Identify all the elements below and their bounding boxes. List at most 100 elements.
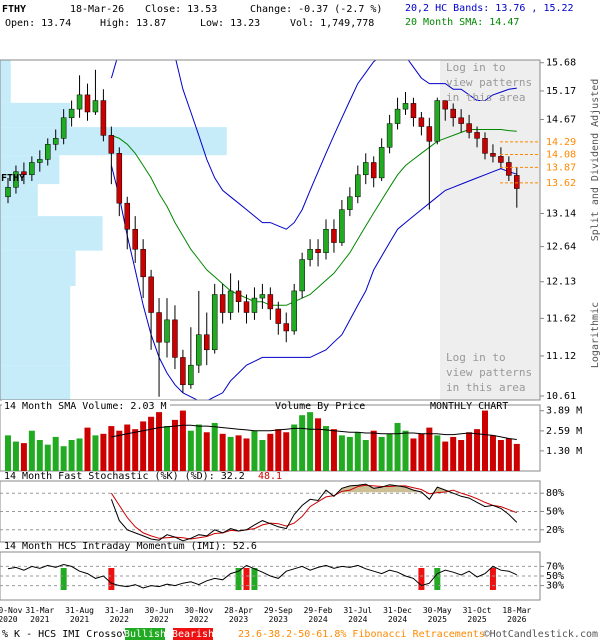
y-tick-label: 12.64	[546, 242, 576, 253]
crossover-signal	[235, 568, 242, 590]
volume-title: 14 Month SMA Volume: 2.03 M	[4, 401, 167, 412]
candle-body	[490, 153, 496, 157]
candle-body	[267, 294, 274, 310]
candle-body	[180, 357, 186, 386]
volume-bar	[497, 440, 504, 471]
x-tick-label: 18-Mar 2026	[502, 606, 532, 624]
y-tick-label: 11.62	[546, 313, 576, 324]
pattern-area	[440, 60, 540, 400]
y-tick-label: 14.67	[546, 115, 576, 126]
stoch-title: 14 Month Fast Stochastic (%K) (%D): 32.2	[4, 471, 245, 482]
crossover-signal	[434, 568, 441, 590]
x-tick-label: 31-Jul 2024	[343, 606, 373, 624]
volume-bar	[164, 426, 170, 471]
crossover-signal	[418, 568, 425, 590]
volume-bar	[402, 430, 409, 471]
volume-bar	[505, 438, 512, 471]
high: High: 13.87	[100, 18, 166, 29]
candle-body	[323, 228, 329, 253]
volume-bar	[171, 419, 178, 471]
y-tick-label: 11.12	[546, 351, 576, 362]
overlay-line	[111, 129, 517, 306]
fib-label: 13.87	[546, 162, 576, 173]
credit: ©HotCandlestick.com	[484, 629, 598, 640]
volume-by-price	[0, 285, 71, 366]
y-tick-label: 1.30 M	[546, 446, 582, 457]
candle-body	[21, 171, 27, 176]
volume-bar	[187, 430, 194, 471]
x-tick-label: 31-Aug 2021	[65, 606, 94, 624]
volume-bar	[76, 438, 83, 471]
y-tick-label: 50%	[546, 507, 564, 518]
volume-bar	[394, 422, 401, 471]
volume-by-price	[0, 365, 71, 400]
close: Close: 13.53	[145, 4, 217, 15]
y-label: Split and Dividend Adjusted	[590, 79, 600, 242]
bearish-key	[173, 628, 213, 640]
candle-body	[331, 228, 337, 243]
crossover-signal	[251, 568, 258, 590]
y-tick-label: 15.17	[546, 86, 576, 97]
candle-body	[434, 100, 441, 142]
candle-body	[315, 249, 321, 253]
candle-body	[68, 108, 75, 119]
fib-label: 13.62	[546, 178, 576, 189]
overbought-fill	[324, 484, 451, 493]
volume-bar	[378, 436, 385, 471]
candle-body	[92, 100, 99, 113]
imi-line	[7, 563, 518, 589]
candle-body	[172, 319, 178, 358]
backgrounds	[0, 60, 227, 400]
y-tick-label: 80%	[546, 488, 564, 499]
y-tick-label: 30%	[546, 581, 564, 592]
candle-body	[196, 334, 202, 366]
candle-body	[156, 312, 162, 343]
vbp-label: Volume By Price	[275, 401, 365, 412]
candle-body	[45, 144, 51, 160]
x-tick-label: 29-Sep 2023	[263, 606, 293, 624]
y-tick-label: 12.13	[546, 277, 576, 288]
overlay-line	[110, 165, 517, 400]
candle-body	[148, 276, 154, 313]
crossover-signal	[243, 568, 250, 590]
volume-bar	[132, 429, 139, 471]
fib-note: 23.6-38.2-50-61.8% Fibonacci Retracement…	[238, 629, 485, 640]
volume-bar	[100, 433, 107, 471]
volume-by-price	[0, 216, 103, 251]
volume-bar	[243, 438, 250, 471]
candle-body	[108, 135, 115, 154]
volume-bar	[267, 433, 274, 471]
volume-bar	[283, 432, 290, 471]
x-tick-label: 31-Dec 2024	[383, 606, 412, 624]
pattern-note: Log in to view patterns in this area	[446, 351, 533, 394]
candle-body	[283, 323, 289, 332]
ticker: FTHY	[1, 173, 25, 184]
volume-bar	[195, 424, 202, 471]
candle-body	[227, 290, 234, 313]
candle-body	[466, 123, 472, 133]
volume-bar	[338, 435, 345, 471]
volume-bar	[410, 438, 417, 471]
candle-body	[60, 117, 67, 139]
y-tick-label: 2.59 M	[546, 426, 582, 437]
volume-bar	[354, 432, 361, 471]
candle-body	[514, 175, 520, 189]
candle-body	[498, 156, 504, 163]
x-tick-label: 28-Apr 2023	[224, 606, 253, 624]
x-tick-label: 30-Nov 2020	[0, 606, 23, 624]
volume-bar	[251, 430, 258, 471]
price-plot	[5, 60, 520, 400]
symbol: FTHY	[2, 4, 26, 15]
candle-body	[140, 249, 146, 278]
volume-bar	[474, 429, 481, 471]
volume-bar	[426, 427, 433, 471]
candle-body	[394, 108, 401, 124]
volume-bar	[124, 424, 131, 471]
stoch-line	[110, 483, 518, 542]
volume-bar	[179, 410, 186, 471]
imi-title: 14 Month HCS Intraday Momentum (IMI): 52…	[4, 541, 257, 552]
volume-bar	[52, 436, 59, 471]
candle-body	[275, 308, 282, 324]
candle-body	[339, 209, 345, 243]
